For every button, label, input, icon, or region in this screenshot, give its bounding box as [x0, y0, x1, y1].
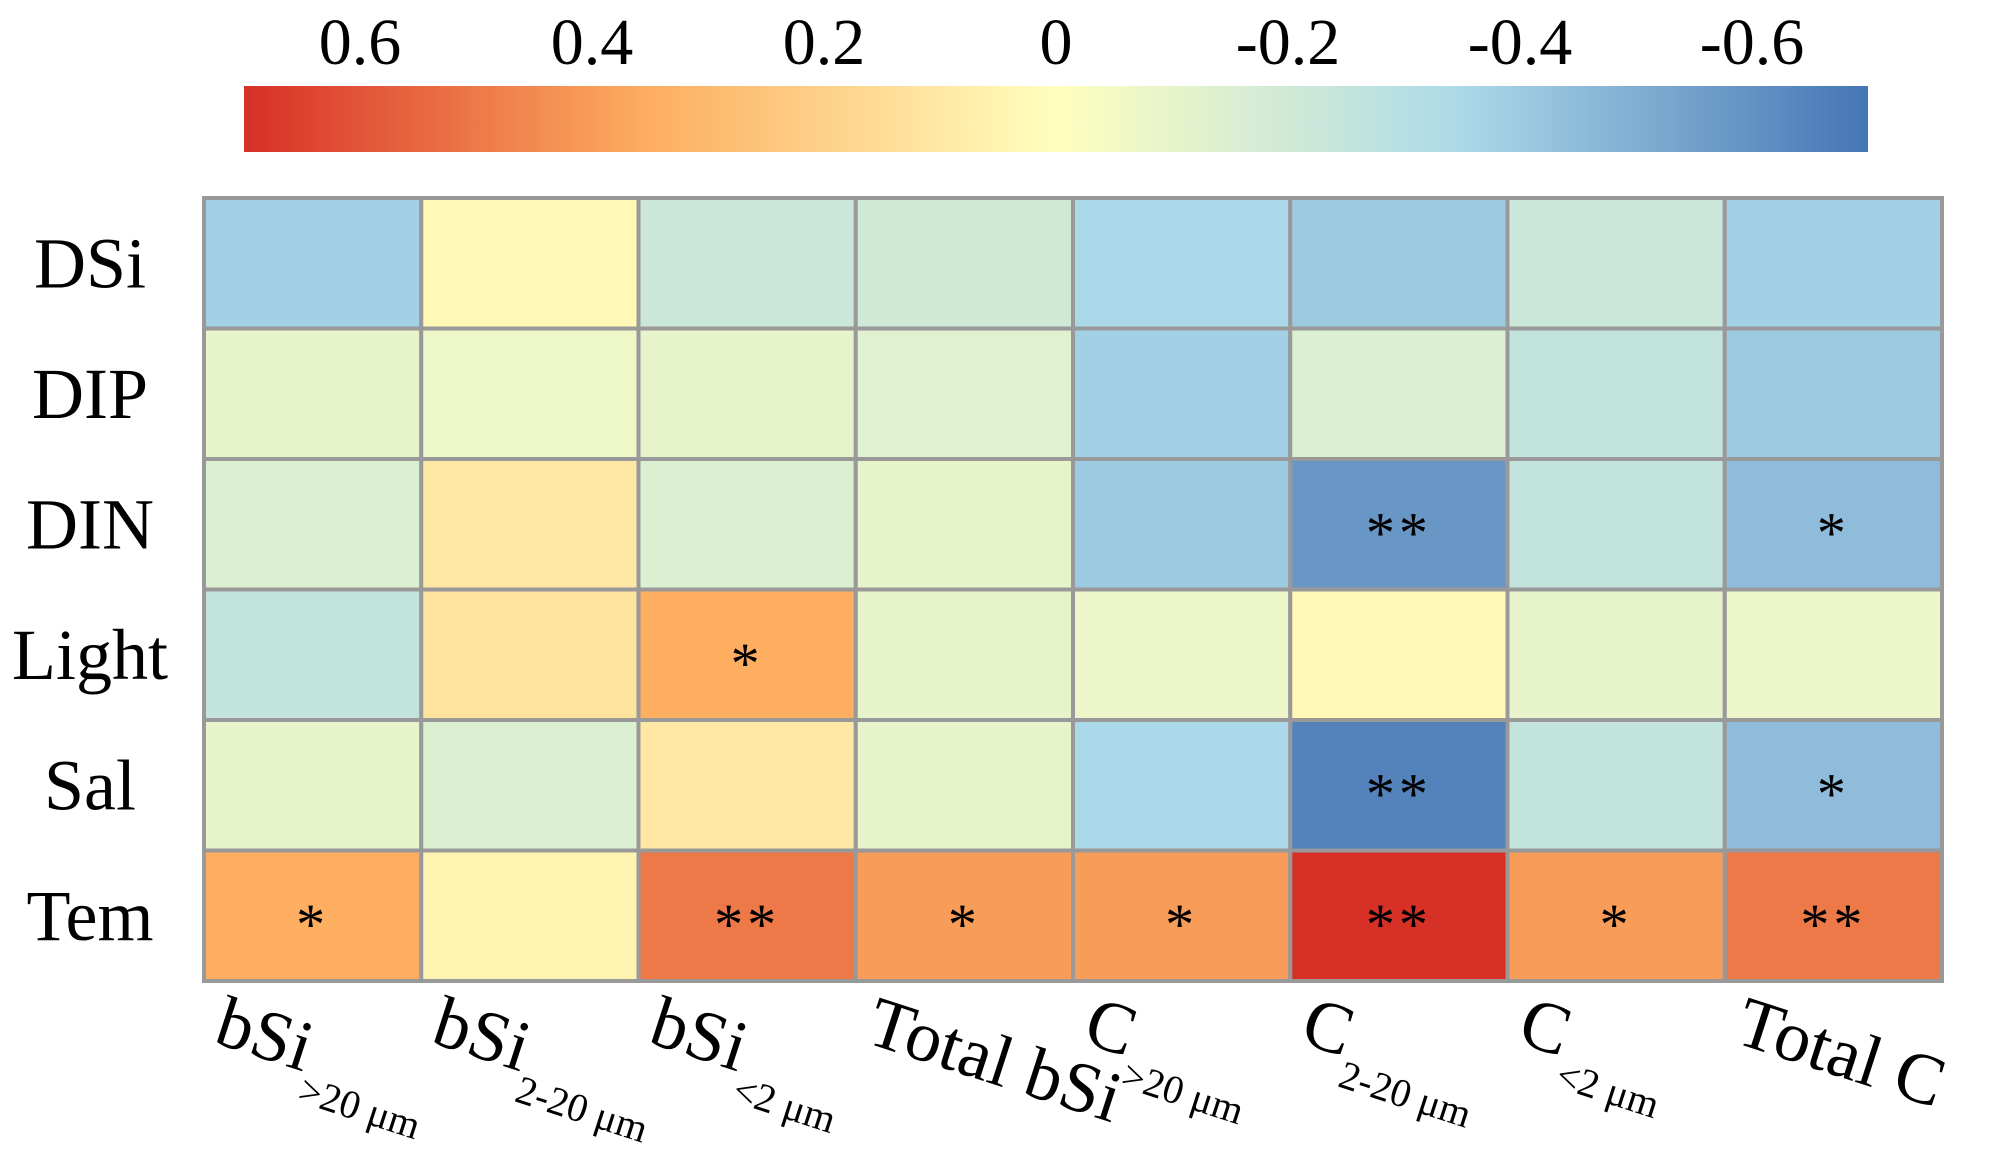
heatmap-cells	[202, 196, 1944, 983]
heatmap-cell	[419, 457, 641, 592]
heatmap-cell	[419, 718, 641, 853]
row-label: DIP	[32, 354, 148, 434]
column-label: Total C	[1728, 981, 1955, 1123]
row-label: Sal	[44, 745, 136, 825]
heatmap-cell	[636, 848, 858, 983]
significance-marker: *	[1817, 761, 1850, 826]
heatmap-cell	[419, 848, 641, 983]
heatmap-cell	[1505, 718, 1727, 853]
significance-marker: **	[1366, 892, 1432, 957]
heatmap-cell	[1722, 587, 1944, 722]
heatmap-cell	[202, 718, 424, 853]
heatmap-cell	[1505, 196, 1727, 331]
colorbar-tick-label: 0	[1040, 6, 1073, 79]
heatmap-cell	[636, 457, 858, 592]
significance-marker: **	[1366, 500, 1432, 565]
heatmap-cell	[1288, 196, 1510, 331]
heatmap-cell	[1722, 326, 1944, 461]
heatmap-cell	[1071, 196, 1293, 331]
colorbar-tick-label: 0.2	[783, 6, 866, 79]
heatmap-cell	[1071, 848, 1293, 983]
heatmap-cell	[636, 196, 858, 331]
heatmap-cell	[1071, 718, 1293, 853]
heatmap-cell	[1288, 457, 1510, 592]
significance-marker: *	[1600, 892, 1633, 957]
heatmap-cell	[202, 326, 424, 461]
heatmap-cell	[1505, 326, 1727, 461]
heatmap-cell	[853, 587, 1075, 722]
heatmap-cell	[1505, 587, 1727, 722]
column-label: bSi2-20 μm	[417, 981, 671, 1151]
column-label: bSi<2 μm	[634, 981, 859, 1142]
row-label: Tem	[27, 876, 154, 956]
column-label: C2-20 μm	[1286, 981, 1495, 1136]
significance-marker: **	[1800, 892, 1866, 957]
colorbar-tick-label: -0.2	[1236, 6, 1340, 79]
row-label: DIN	[26, 484, 154, 564]
heatmap-cell	[1071, 457, 1293, 592]
significance-marker: *	[1165, 892, 1198, 957]
heatmap-cell	[853, 718, 1075, 853]
heatmap-cell	[202, 848, 424, 983]
heatmap-cell	[1722, 848, 1944, 983]
heatmap-cell	[636, 718, 858, 853]
heatmap-cell	[202, 457, 424, 592]
significance-marker: *	[731, 631, 764, 696]
column-label: C<2 μm	[1503, 981, 1682, 1127]
heatmap-cell	[853, 196, 1075, 331]
heatmap-cell	[202, 587, 424, 722]
colorbar-tick-labels: 0.6 0.4 0.2 0 -0.2 -0.4 -0.6	[319, 6, 1804, 79]
heatmap-cell	[853, 326, 1075, 461]
heatmap-cell	[1288, 848, 1510, 983]
heatmap-cell	[1722, 196, 1944, 331]
colorbar-tick-label: -0.4	[1468, 6, 1572, 79]
heatmap-cell	[636, 326, 858, 461]
heatmap-cell	[853, 848, 1075, 983]
heatmap-cell	[419, 196, 641, 331]
colorbar-tick-label: 0.4	[551, 6, 634, 79]
row-label: DSi	[34, 223, 146, 303]
heatmap-cell	[1071, 326, 1293, 461]
heatmap-cell	[1071, 587, 1293, 722]
significance-marker: *	[296, 892, 329, 957]
significance-markers: ** **** ** ** * * ** * **	[296, 500, 1866, 957]
colorbar: 0.6 0.4 0.2 0 -0.2 -0.4 -0.6	[244, 6, 1868, 152]
colorbar-tick-label: 0.6	[319, 6, 402, 79]
heatmap-cell	[419, 587, 641, 722]
significance-marker: **	[1366, 761, 1432, 826]
row-label: Light	[12, 615, 168, 695]
row-labels: DSi DIP DIN Light Sal Tem	[12, 223, 168, 956]
heatmap-cell	[1288, 587, 1510, 722]
significance-marker: *	[1817, 500, 1850, 565]
heatmap-cell	[853, 457, 1075, 592]
heatmap-cell	[1288, 326, 1510, 461]
significance-marker: *	[948, 892, 981, 957]
heatmap-cell	[202, 196, 424, 331]
column-label: bSi>20 μm	[200, 981, 444, 1148]
heatmap-cell	[1722, 457, 1944, 592]
colorbar-gradient	[244, 86, 1868, 152]
significance-marker: **	[714, 892, 780, 957]
colorbar-tick-label: -0.6	[1700, 6, 1804, 79]
heatmap-cell	[1505, 457, 1727, 592]
heatmap-cell	[419, 326, 641, 461]
